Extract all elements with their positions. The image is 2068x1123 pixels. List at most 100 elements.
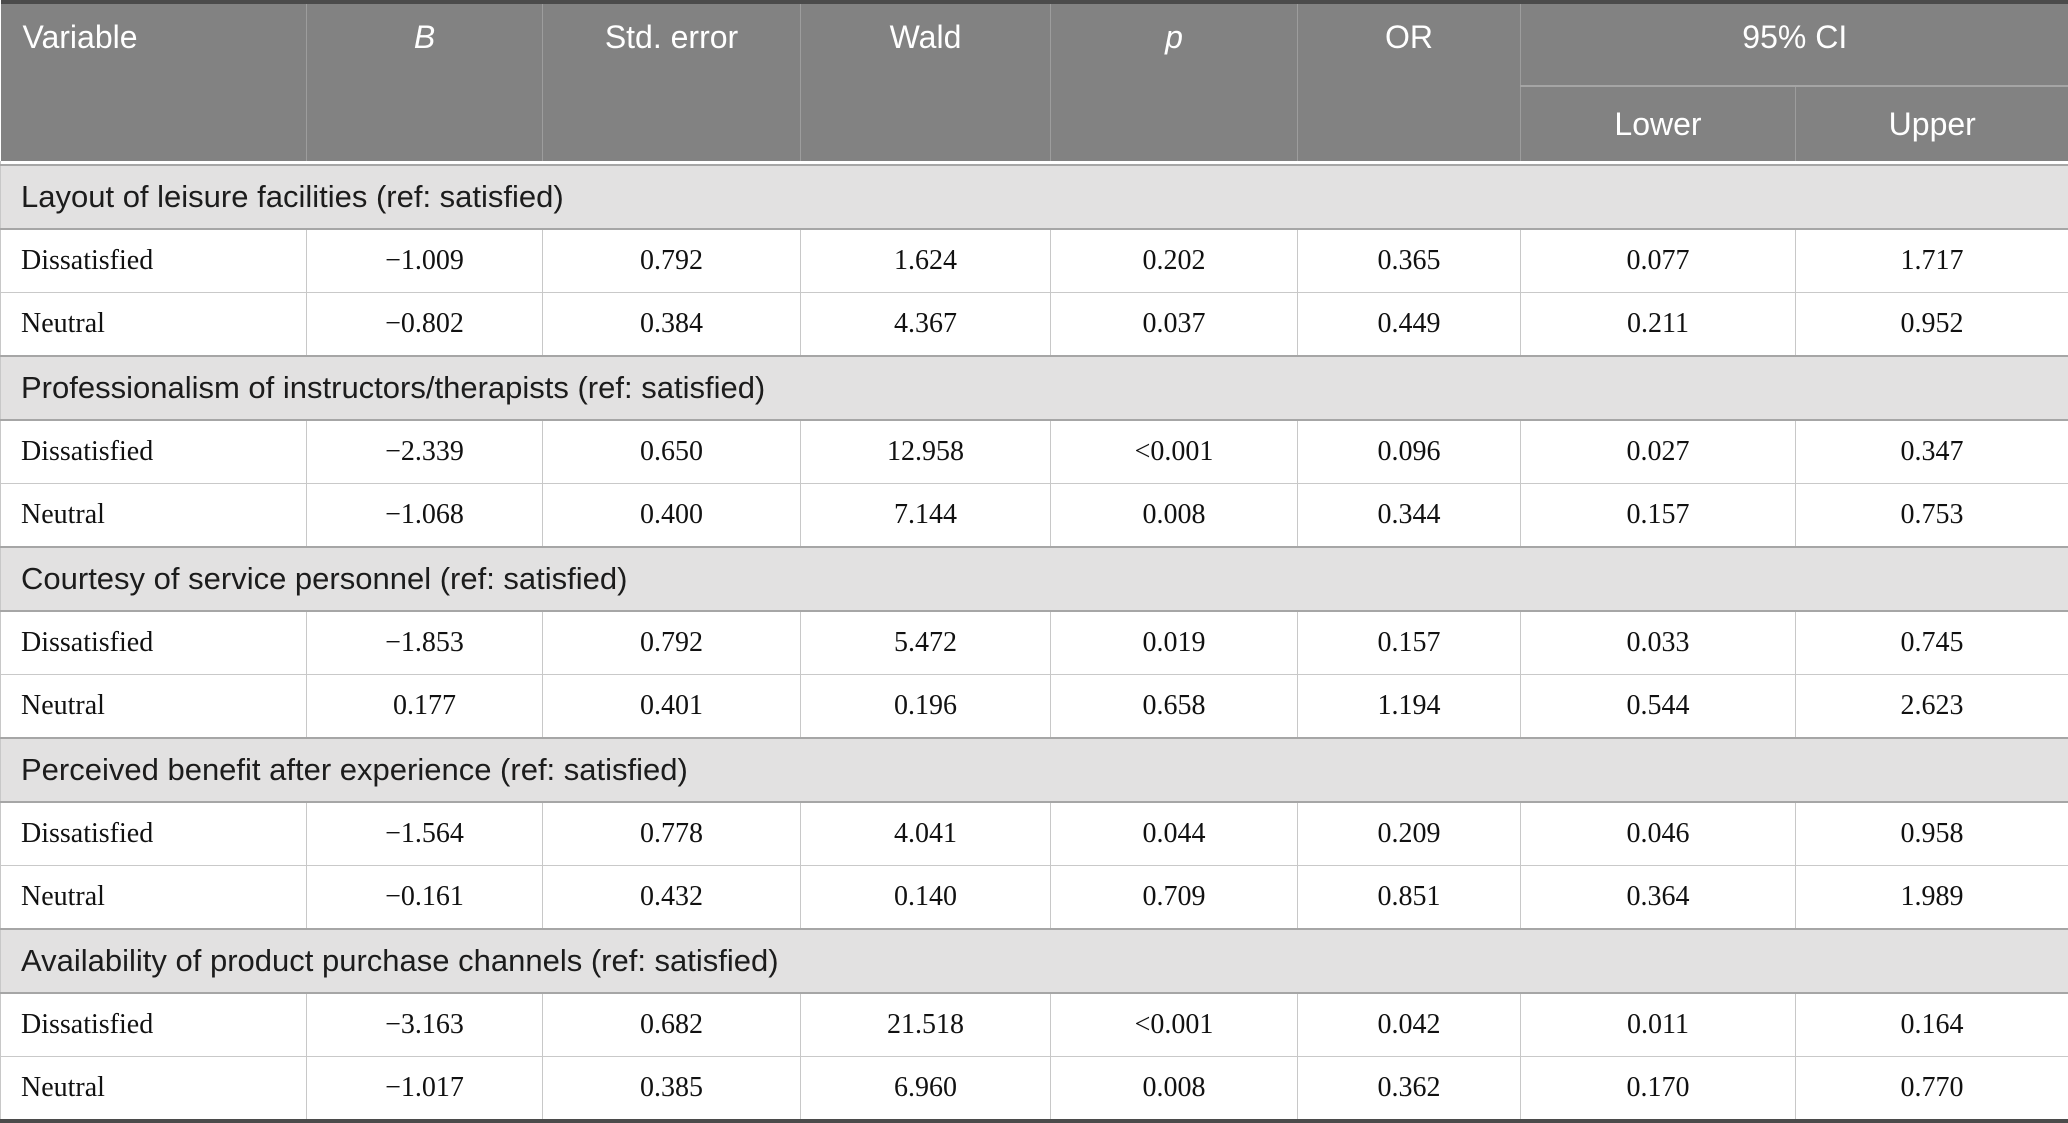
- value-cell: 0.008: [1051, 484, 1298, 548]
- value-cell: 0.044: [1051, 802, 1298, 866]
- row-label: Dissatisfied: [1, 611, 307, 675]
- value-cell: 0.778: [543, 802, 801, 866]
- value-cell: 0.745: [1796, 611, 2068, 675]
- value-cell: <0.001: [1051, 993, 1298, 1057]
- value-cell: 0.650: [543, 420, 801, 484]
- value-cell: 0.170: [1521, 1057, 1796, 1122]
- col-header-wald: Wald: [801, 2, 1051, 161]
- value-cell: 0.202: [1051, 229, 1298, 293]
- value-cell: 0.770: [1796, 1057, 2068, 1122]
- col-header-std-error: Std. error: [543, 2, 801, 161]
- section-header-row: Perceived benefit after experience (ref:…: [1, 738, 2068, 802]
- value-cell: 0.364: [1521, 866, 1796, 930]
- value-cell: −0.161: [307, 866, 543, 930]
- value-cell: 0.952: [1796, 293, 2068, 357]
- value-cell: 1.194: [1298, 675, 1521, 739]
- value-cell: 0.753: [1796, 484, 2068, 548]
- value-cell: 0.362: [1298, 1057, 1521, 1122]
- value-cell: 12.958: [801, 420, 1051, 484]
- col-header-95ci: 95% CI: [1521, 2, 2068, 86]
- value-cell: 0.037: [1051, 293, 1298, 357]
- value-cell: −1.009: [307, 229, 543, 293]
- value-cell: 0.211: [1521, 293, 1796, 357]
- value-cell: 0.544: [1521, 675, 1796, 739]
- value-cell: 0.209: [1298, 802, 1521, 866]
- value-cell: 0.792: [543, 229, 801, 293]
- row-label: Neutral: [1, 866, 307, 930]
- value-cell: 5.472: [801, 611, 1051, 675]
- value-cell: 4.367: [801, 293, 1051, 357]
- value-cell: 0.177: [307, 675, 543, 739]
- value-cell: 0.958: [1796, 802, 2068, 866]
- value-cell: 0.046: [1521, 802, 1796, 866]
- value-cell: 0.096: [1298, 420, 1521, 484]
- row-label: Neutral: [1, 293, 307, 357]
- col-header-ci-lower: Lower: [1521, 86, 1796, 161]
- value-cell: −0.802: [307, 293, 543, 357]
- section-title: Professionalism of instructors/therapist…: [1, 356, 2068, 420]
- section-header-row: Courtesy of service personnel (ref: sati…: [1, 547, 2068, 611]
- value-cell: 0.164: [1796, 993, 2068, 1057]
- value-cell: 0.008: [1051, 1057, 1298, 1122]
- value-cell: 2.623: [1796, 675, 2068, 739]
- value-cell: 0.400: [543, 484, 801, 548]
- value-cell: 0.077: [1521, 229, 1796, 293]
- value-cell: 0.658: [1051, 675, 1298, 739]
- value-cell: −2.339: [307, 420, 543, 484]
- col-header-or: OR: [1298, 2, 1521, 161]
- value-cell: −1.853: [307, 611, 543, 675]
- row-label: Neutral: [1, 484, 307, 548]
- value-cell: 0.384: [543, 293, 801, 357]
- value-cell: 0.709: [1051, 866, 1298, 930]
- value-cell: 0.385: [543, 1057, 801, 1122]
- col-header-p: p: [1051, 2, 1298, 161]
- value-cell: 0.033: [1521, 611, 1796, 675]
- section-title: Availability of product purchase channel…: [1, 929, 2068, 993]
- value-cell: 1.717: [1796, 229, 2068, 293]
- value-cell: 0.401: [543, 675, 801, 739]
- row-label: Neutral: [1, 1057, 307, 1122]
- row-label: Dissatisfied: [1, 802, 307, 866]
- value-cell: 0.157: [1521, 484, 1796, 548]
- row-label: Neutral: [1, 675, 307, 739]
- row-label: Dissatisfied: [1, 993, 307, 1057]
- value-cell: 21.518: [801, 993, 1051, 1057]
- value-cell: 0.344: [1298, 484, 1521, 548]
- col-header-b: B: [307, 2, 543, 161]
- section-title: Perceived benefit after experience (ref:…: [1, 738, 2068, 802]
- value-cell: 4.041: [801, 802, 1051, 866]
- value-cell: −1.564: [307, 802, 543, 866]
- value-cell: −1.017: [307, 1057, 543, 1122]
- section-header-row: Layout of leisure facilities (ref: satis…: [1, 165, 2068, 229]
- value-cell: 0.365: [1298, 229, 1521, 293]
- value-cell: −1.068: [307, 484, 543, 548]
- value-cell: 0.027: [1521, 420, 1796, 484]
- value-cell: −3.163: [307, 993, 543, 1057]
- value-cell: 0.196: [801, 675, 1051, 739]
- value-cell: 0.157: [1298, 611, 1521, 675]
- value-cell: 0.019: [1051, 611, 1298, 675]
- value-cell: 1.624: [801, 229, 1051, 293]
- value-cell: 7.144: [801, 484, 1051, 548]
- value-cell: 0.011: [1521, 993, 1796, 1057]
- value-cell: 0.140: [801, 866, 1051, 930]
- value-cell: 0.792: [543, 611, 801, 675]
- value-cell: 0.042: [1298, 993, 1521, 1057]
- row-label: Dissatisfied: [1, 229, 307, 293]
- value-cell: 0.347: [1796, 420, 2068, 484]
- col-header-variable: Variable: [1, 2, 307, 161]
- col-header-ci-upper: Upper: [1796, 86, 2068, 161]
- value-cell: 0.682: [543, 993, 801, 1057]
- section-title: Layout of leisure facilities (ref: satis…: [1, 165, 2068, 229]
- value-cell: 0.432: [543, 866, 801, 930]
- value-cell: 1.989: [1796, 866, 2068, 930]
